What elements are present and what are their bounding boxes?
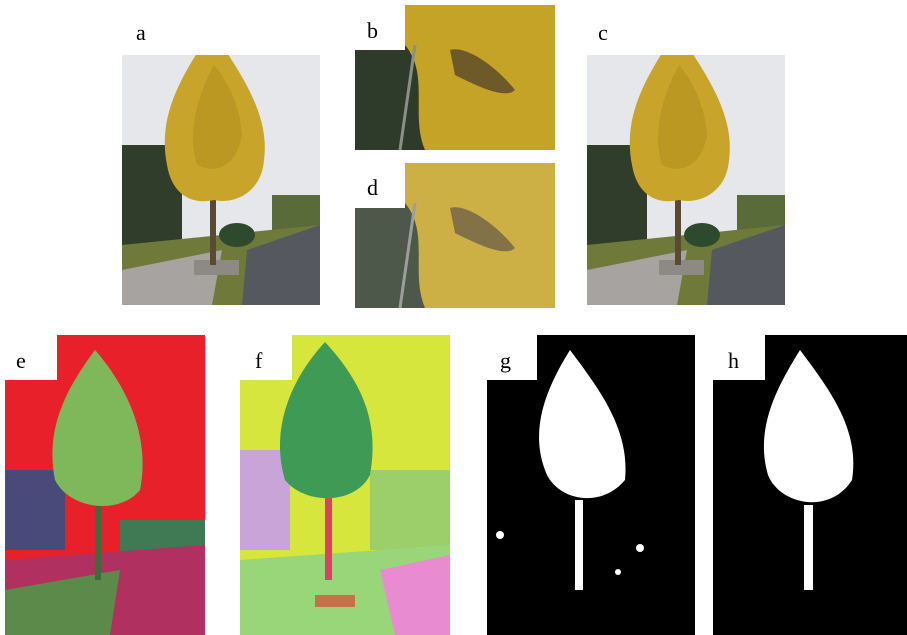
page: a b c d e f g — [0, 0, 907, 635]
panel-label: e — [16, 348, 26, 373]
photo-c — [587, 30, 785, 305]
panel-label: h — [728, 348, 739, 373]
panel-label: f — [255, 348, 263, 373]
panel-label: a — [136, 20, 146, 45]
panel-label: g — [500, 348, 511, 373]
panel-label: c — [598, 20, 608, 45]
panel-label: d — [367, 175, 378, 200]
photo-a — [122, 30, 320, 305]
figure: a b c d e f g — [0, 0, 907, 635]
panel-label: b — [367, 18, 378, 43]
